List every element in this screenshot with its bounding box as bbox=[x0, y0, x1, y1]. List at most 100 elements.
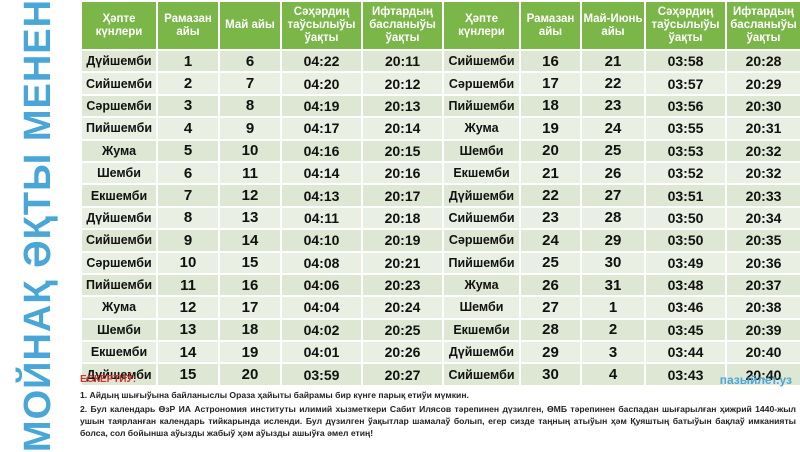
iftar-time-cell: 20:35 bbox=[727, 230, 800, 251]
weekday-cell: Дүйшемби bbox=[82, 364, 156, 385]
table-row: Шемби 13 18 04:02 20:25 Екшемби 28 2 03:45 20:39 bbox=[82, 319, 800, 341]
iftar-time-cell: 20:17 bbox=[363, 185, 442, 206]
iftar-time-cell: 20:11 bbox=[363, 51, 442, 72]
month-day-cell: 11 bbox=[220, 162, 280, 184]
month-day-cell: 6 bbox=[220, 51, 280, 72]
table-row: Дүйшемби 15 20 03:59 20:27 Сийшемби 30 4 03:43 20… bbox=[82, 364, 800, 385]
weekday-cell: Шемби bbox=[444, 297, 519, 318]
iftar-time-cell: 20:23 bbox=[363, 274, 442, 296]
header-weekday: Ҳәпте күнлери bbox=[82, 2, 156, 49]
suhoor-time-cell: 03:50 bbox=[646, 230, 725, 251]
ramadan-day-cell: 25 bbox=[521, 252, 580, 273]
weekday-cell: Дүйшемби bbox=[82, 51, 156, 72]
month-day-cell: 18 bbox=[220, 319, 280, 341]
month-day-cell: 4 bbox=[582, 364, 644, 385]
table-row: Жума 12 17 04:04 20:24 Шемби 27 1 03:46 20:38 bbox=[82, 297, 800, 318]
weekday-cell: Сийшемби bbox=[82, 230, 156, 251]
iftar-time-cell: 20:15 bbox=[363, 140, 442, 161]
weekday-cell: Сәршемби bbox=[82, 95, 156, 117]
iftar-time-cell: 20:27 bbox=[363, 364, 442, 385]
suhoor-time-cell: 03:45 bbox=[646, 319, 725, 341]
weekday-cell: Екшемби bbox=[82, 342, 156, 363]
table-row: Жума 5 10 04:16 20:15 Шемби 20 25 03:53 20:32 bbox=[82, 140, 800, 161]
table-row: Сийшемби 9 14 04:10 20:19 Сәршемби 24 29 03:50 20… bbox=[82, 230, 800, 251]
month-day-cell: 12 bbox=[220, 185, 280, 206]
weekday-cell: Сәршемби bbox=[444, 230, 519, 251]
weekday-cell: Дүйшемби bbox=[444, 342, 519, 363]
header-row: Ҳәпте күнлери Рамазан айы Май айы Сәҳәрд… bbox=[82, 2, 800, 49]
table-row: Сәршемби 10 15 04:08 20:21 Пийшемби 25 30 03:49 2… bbox=[82, 252, 800, 273]
header-iftar-time: Ифтардың басланыўы ўақты bbox=[727, 2, 800, 49]
iftar-time-cell: 20:38 bbox=[727, 297, 800, 318]
weekday-cell: Дүйшемби bbox=[444, 185, 519, 206]
weekday-cell: Сийшемби bbox=[444, 364, 519, 385]
suhoor-time-cell: 03:49 bbox=[646, 252, 725, 273]
ramadan-day-cell: 11 bbox=[158, 274, 218, 296]
ramadan-day-cell: 9 bbox=[158, 230, 218, 251]
header-weekday: Ҳәпте күнлери bbox=[444, 2, 519, 49]
ramadan-day-cell: 6 bbox=[158, 162, 218, 184]
weekday-cell: Жума bbox=[82, 297, 156, 318]
month-day-cell: 26 bbox=[582, 162, 644, 184]
weekday-cell: Жума bbox=[82, 140, 156, 161]
suhoor-time-cell: 04:16 bbox=[282, 140, 361, 161]
ramadan-day-cell: 2 bbox=[158, 73, 218, 94]
iftar-time-cell: 20:25 bbox=[363, 319, 442, 341]
month-day-cell: 8 bbox=[220, 95, 280, 117]
month-day-cell: 2 bbox=[582, 319, 644, 341]
ramadan-day-cell: 12 bbox=[158, 297, 218, 318]
month-day-cell: 29 bbox=[582, 230, 644, 251]
table-row: Шемби 6 11 04:14 20:16 Екшемби 21 26 03:52 20:32 bbox=[82, 162, 800, 184]
table-row: Екшемби 7 12 04:13 20:17 Дүйшемби 22 27 03:51 20:… bbox=[82, 185, 800, 206]
ramadan-day-cell: 1 bbox=[158, 51, 218, 72]
iftar-time-cell: 20:40 bbox=[727, 342, 800, 363]
iftar-time-cell: 20:32 bbox=[727, 162, 800, 184]
weekday-cell: Жума bbox=[444, 118, 519, 139]
weekday-cell: Шемби bbox=[82, 162, 156, 184]
ramadan-day-cell: 27 bbox=[521, 297, 580, 318]
header-iftar-time: Ифтардың басланыўы ўақты bbox=[363, 2, 442, 49]
weekday-cell: Пийшемби bbox=[82, 118, 156, 139]
ramadan-day-cell: 20 bbox=[521, 140, 580, 161]
weekday-cell: Шемби bbox=[444, 140, 519, 161]
ramadan-day-cell: 5 bbox=[158, 140, 218, 161]
iftar-time-cell: 20:12 bbox=[363, 73, 442, 94]
header-ramadan-day: Рамазан айы bbox=[521, 2, 580, 49]
header-suhoor-time: Сәҳәрдиң таўсылыўы ўақты bbox=[646, 2, 725, 49]
header-suhoor-time: Сәҳәрдиң таўсылыўы ўақты bbox=[282, 2, 361, 49]
iftar-time-cell: 20:33 bbox=[727, 185, 800, 206]
suhoor-time-cell: 03:59 bbox=[282, 364, 361, 385]
weekday-cell: Сийшемби bbox=[444, 51, 519, 72]
table-row: Пийшемби 4 9 04:17 20:14 Жума 19 24 03:55 20:31 bbox=[82, 118, 800, 139]
ramadan-day-cell: 3 bbox=[158, 95, 218, 117]
ramadan-day-cell: 21 bbox=[521, 162, 580, 184]
iftar-time-cell: 20:30 bbox=[727, 95, 800, 117]
month-day-cell: 31 bbox=[582, 274, 644, 296]
iftar-time-cell: 20:24 bbox=[363, 297, 442, 318]
suhoor-time-cell: 03:52 bbox=[646, 162, 725, 184]
weekday-cell: Сийшемби bbox=[444, 207, 519, 229]
month-day-cell: 14 bbox=[220, 230, 280, 251]
suhoor-time-cell: 04:08 bbox=[282, 252, 361, 273]
iftar-time-cell: 20:19 bbox=[363, 230, 442, 251]
iftar-time-cell: 20:37 bbox=[727, 274, 800, 296]
ramadan-day-cell: 26 bbox=[521, 274, 580, 296]
ramadan-day-cell: 15 bbox=[158, 364, 218, 385]
ramadan-day-cell: 4 bbox=[158, 118, 218, 139]
iftar-time-cell: 20:34 bbox=[727, 207, 800, 229]
month-day-cell: 22 bbox=[582, 73, 644, 94]
header-month-day: Май айы bbox=[220, 2, 280, 49]
weekday-cell: Пийшемби bbox=[444, 95, 519, 117]
weekday-cell: Екшемби bbox=[444, 162, 519, 184]
suhoor-time-cell: 04:10 bbox=[282, 230, 361, 251]
month-day-cell: 21 bbox=[582, 51, 644, 72]
weekday-cell: Дүйшемби bbox=[82, 207, 156, 229]
month-day-cell: 16 bbox=[220, 274, 280, 296]
iftar-time-cell: 20:18 bbox=[363, 207, 442, 229]
suhoor-time-cell: 03:51 bbox=[646, 185, 725, 206]
weekday-cell: Сәршемби bbox=[82, 252, 156, 273]
note-item: 1. Айдың шығыўына байланыслы Ораза ҳайыт… bbox=[80, 390, 469, 400]
suhoor-time-cell: 03:43 bbox=[646, 364, 725, 385]
month-day-cell: 10 bbox=[220, 140, 280, 161]
suhoor-time-cell: 04:14 bbox=[282, 162, 361, 184]
